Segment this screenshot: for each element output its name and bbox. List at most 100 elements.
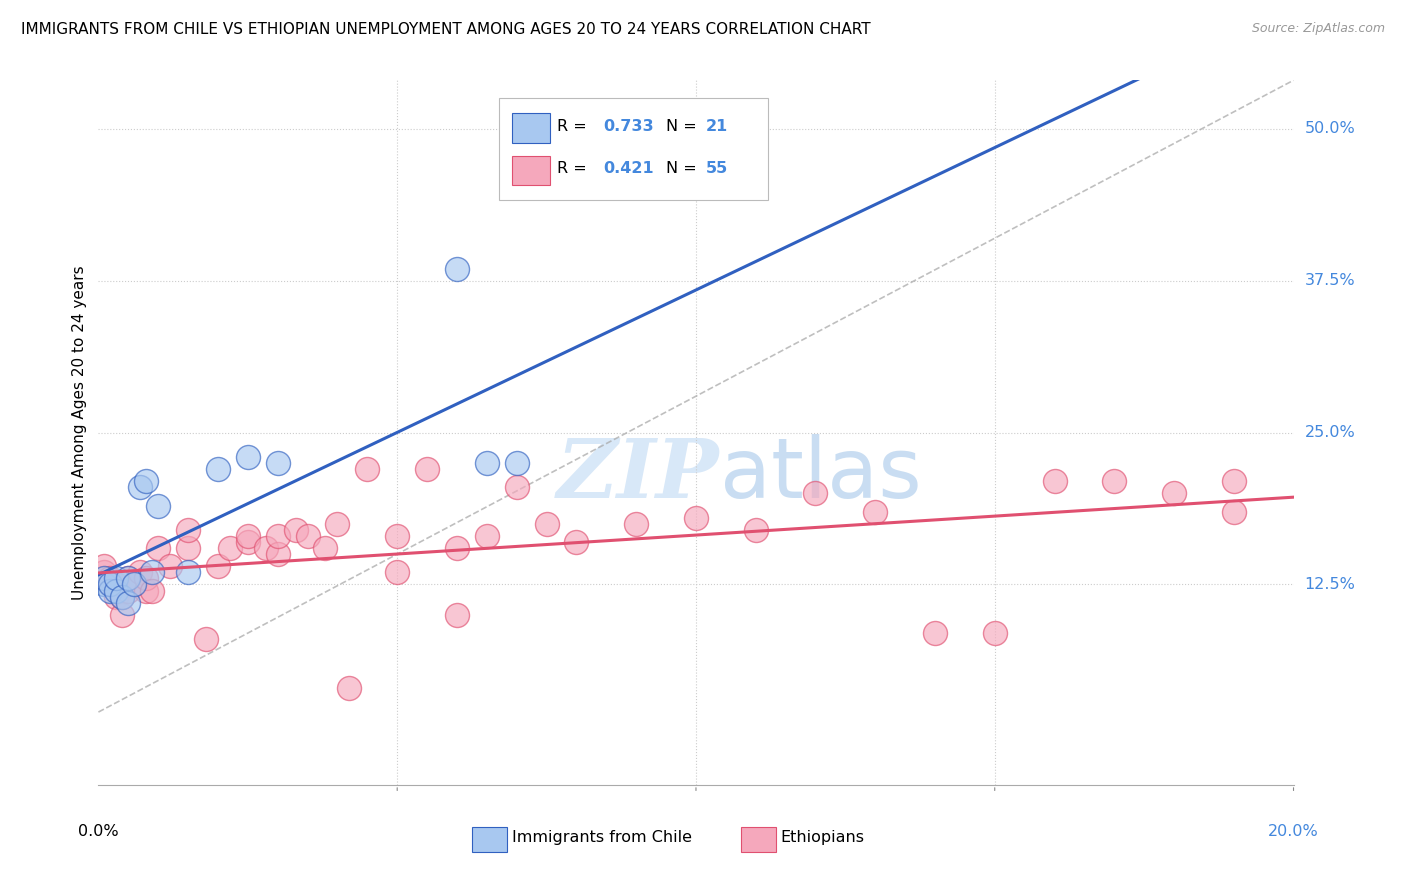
Point (93, 559, 115, 574)
FancyBboxPatch shape (499, 98, 768, 200)
Point (135, 571, 157, 585)
Point (159, 559, 181, 574)
Point (865, 505, 887, 519)
Text: Immigrants from Chile: Immigrants from Chile (512, 830, 692, 846)
Point (506, 480, 529, 494)
Point (207, 462, 229, 476)
Point (924, 626, 946, 640)
Text: 0.733: 0.733 (603, 119, 654, 134)
Point (135, 583, 157, 598)
Point (93, 577, 115, 591)
Text: 25.0%: 25.0% (1305, 425, 1355, 440)
Text: 21: 21 (706, 119, 728, 134)
Text: N =: N = (666, 161, 702, 176)
Point (117, 596, 139, 610)
Text: N =: N = (666, 119, 702, 134)
Point (385, 566, 409, 580)
Point (416, 462, 439, 476)
Point (105, 577, 128, 591)
Text: IMMIGRANTS FROM CHILE VS ETHIOPIAN UNEMPLOYMENT AMONG AGES 20 TO 24 YEARS CORREL: IMMIGRANTS FROM CHILE VS ETHIOPIAN UNEMP… (21, 22, 870, 37)
Point (236, 529, 259, 543)
Point (804, 486, 827, 500)
Point (446, 607, 468, 622)
Point (1223, 474, 1246, 488)
Point (129, 480, 152, 494)
Point (236, 450, 259, 464)
Point (1104, 474, 1126, 488)
FancyBboxPatch shape (512, 113, 550, 143)
Text: atlas: atlas (720, 434, 921, 516)
Point (267, 529, 290, 543)
Point (565, 535, 588, 549)
Point (124, 577, 146, 591)
FancyBboxPatch shape (472, 827, 508, 852)
Point (111, 607, 134, 622)
Point (1223, 505, 1246, 519)
Point (207, 559, 229, 574)
Point (626, 516, 648, 531)
Point (177, 523, 200, 537)
Point (129, 566, 152, 580)
Text: 37.5%: 37.5% (1305, 273, 1355, 288)
Point (195, 632, 218, 647)
Point (685, 510, 707, 524)
Text: 20.0%: 20.0% (1268, 824, 1319, 838)
Point (124, 577, 146, 591)
Point (219, 541, 242, 555)
Point (105, 590, 128, 604)
Point (984, 626, 1007, 640)
Point (254, 541, 277, 555)
Point (93, 571, 115, 585)
Point (536, 516, 558, 531)
Point (98, 583, 122, 598)
Text: 0.0%: 0.0% (79, 824, 118, 838)
Point (267, 456, 290, 470)
Text: 12.5%: 12.5% (1305, 577, 1355, 592)
Point (236, 535, 259, 549)
Point (117, 583, 139, 598)
Point (111, 590, 134, 604)
Point (446, 261, 468, 276)
Point (111, 590, 134, 604)
Point (446, 541, 468, 555)
Text: 55: 55 (706, 161, 728, 176)
Point (98, 577, 122, 591)
Point (148, 499, 170, 513)
Point (141, 583, 163, 598)
Point (475, 529, 498, 543)
Point (93, 571, 115, 585)
Point (1163, 486, 1185, 500)
Point (385, 529, 409, 543)
Point (177, 541, 200, 555)
Point (356, 462, 378, 476)
Text: Source: ZipAtlas.com: Source: ZipAtlas.com (1251, 22, 1385, 36)
Point (93, 566, 115, 580)
Point (98, 571, 122, 585)
Point (315, 541, 337, 555)
Point (117, 571, 139, 585)
Text: 50.0%: 50.0% (1305, 121, 1355, 136)
Text: Ethiopians: Ethiopians (780, 830, 865, 846)
Point (267, 547, 290, 561)
Point (148, 541, 170, 555)
Point (284, 523, 307, 537)
Text: 0.421: 0.421 (603, 161, 654, 176)
Y-axis label: Unemployment Among Ages 20 to 24 years: Unemployment Among Ages 20 to 24 years (72, 265, 87, 600)
Point (105, 583, 128, 598)
Point (105, 571, 128, 585)
Text: ZIP: ZIP (557, 435, 720, 515)
Point (339, 681, 361, 695)
Text: R =: R = (557, 119, 592, 134)
FancyBboxPatch shape (741, 827, 776, 852)
Point (141, 566, 163, 580)
Point (326, 516, 349, 531)
Point (297, 529, 319, 543)
Point (98, 577, 122, 591)
Point (1043, 474, 1066, 488)
Point (745, 523, 768, 537)
Point (117, 571, 139, 585)
Point (135, 474, 157, 488)
Text: R =: R = (557, 161, 592, 176)
FancyBboxPatch shape (512, 156, 550, 186)
Point (475, 456, 498, 470)
